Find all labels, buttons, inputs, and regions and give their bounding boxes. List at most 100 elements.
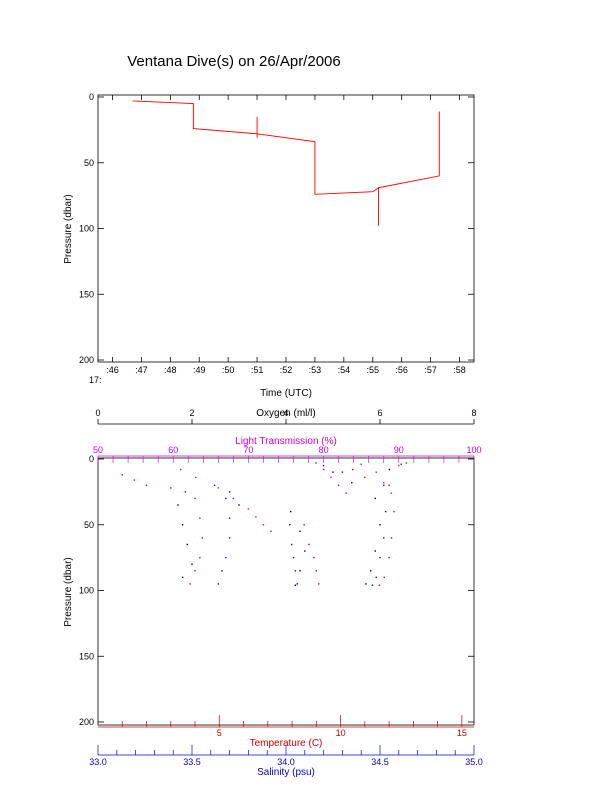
oxygen-point	[388, 468, 391, 471]
oxygen-point	[238, 504, 240, 506]
temperature-point	[393, 510, 395, 513]
top-x-tick-label: :53	[309, 365, 322, 375]
light-transmission-tick-label: 90	[394, 445, 404, 455]
light-transmission-point	[180, 468, 182, 471]
light-transmission-point	[315, 462, 317, 464]
salinity-point	[383, 484, 385, 486]
light-transmission-point	[232, 497, 235, 500]
light-transmission-point	[217, 487, 220, 489]
top-x-tick-label: :49	[193, 365, 206, 375]
salinity-point	[228, 537, 231, 539]
bottom-y-tick-label: 100	[79, 586, 94, 596]
bottom-y-axis-label: Pressure (dbar)	[63, 557, 74, 626]
oxygen-point	[379, 524, 381, 526]
light-transmission-point	[390, 492, 392, 494]
salinity-tick-label: 35.0	[465, 757, 483, 767]
temperature-point	[388, 556, 390, 559]
temperature-point	[315, 570, 318, 572]
salinity-point	[379, 556, 381, 559]
oxygen-tick-label: 4	[283, 408, 288, 418]
salinity-tick-label: 34.0	[277, 757, 295, 767]
chart-title: Ventana Dive(s) on 26/Apr/2006	[127, 53, 340, 70]
light-transmission-point	[262, 524, 265, 526]
salinity-point	[217, 583, 220, 585]
salinity-point	[384, 510, 387, 513]
light-transmission-point	[247, 508, 250, 510]
light-transmission-tick-label: 100	[466, 445, 481, 455]
salinity-point	[289, 524, 291, 526]
oxygen-point	[351, 481, 353, 484]
bottom-y-tick-label: 50	[84, 520, 94, 530]
light-transmission-point	[375, 471, 377, 473]
temperature-point	[133, 479, 136, 481]
salinity-point	[341, 471, 344, 473]
top-x-hour-label: 17:	[89, 375, 102, 385]
bottom-y-tick-label: 150	[79, 651, 94, 661]
oxygen-point	[304, 550, 306, 552]
temperature-point	[189, 583, 191, 585]
oxygen-point	[181, 576, 184, 579]
salinity-point	[292, 556, 295, 559]
light-transmission-point	[337, 484, 340, 486]
light-transmission-point	[270, 530, 272, 533]
temperature-point	[318, 583, 320, 585]
salinity-tick-label: 34.5	[371, 757, 389, 767]
salinity-point	[296, 583, 298, 585]
oxygen-tick-label: 8	[471, 408, 476, 418]
top-y-tick-label: 100	[79, 224, 94, 234]
oxygen-point	[290, 510, 292, 513]
top-y-axis-label: Pressure (dbar)	[63, 194, 74, 263]
top-x-tick-label: :56	[395, 365, 408, 375]
oxygen-point	[374, 550, 376, 552]
salinity-point	[383, 537, 385, 539]
salinity-tick-label: 33.0	[89, 757, 107, 767]
salinity-axis-label: Salinity (psu)	[257, 767, 315, 778]
oxygen-point	[374, 497, 376, 500]
top-y-tick-label: 150	[79, 289, 94, 299]
pressure-trace-line	[132, 100, 440, 195]
salinity-point	[371, 584, 374, 586]
salinity-point	[221, 570, 223, 572]
light-transmission-tick-label: 70	[243, 445, 253, 455]
oxygen-point	[191, 563, 193, 565]
light-transmission-axis-label: Light Transmission (%)	[235, 436, 337, 447]
light-transmission-tick-label: 80	[319, 445, 329, 455]
temperature-axis-label: Temperature (C)	[250, 738, 323, 749]
pressure-time-chart: :46:47:48:49:50:51:52:53:54:55:56:57:58 …	[63, 92, 475, 399]
salinity-point	[294, 570, 297, 572]
temperature-point	[145, 484, 148, 486]
salinity-point	[213, 484, 216, 486]
salinity-point	[375, 576, 377, 579]
temperature-point	[201, 537, 204, 539]
temperature-point	[194, 570, 196, 572]
salinity-point	[290, 543, 293, 546]
profile-points	[121, 462, 408, 586]
temperature-tick-label: 5	[217, 728, 222, 738]
oxygen-point	[365, 583, 367, 585]
light-transmission-point	[360, 463, 362, 465]
oxygen-point	[181, 524, 184, 526]
oxygen-point	[332, 471, 334, 473]
temperature-point	[390, 537, 393, 539]
light-transmission-point	[345, 492, 347, 494]
temperature-point	[184, 491, 187, 493]
temperature-point	[308, 543, 310, 546]
salinity-point	[225, 556, 227, 559]
temperature-point	[383, 576, 385, 579]
top-x-axis: :46:47:48:49:50:51:52:53:54:55:56:57:58	[106, 95, 466, 375]
top-x-axis-label: Time (UTC)	[260, 388, 312, 399]
oxygen-tick-label: 0	[95, 408, 100, 418]
oxygen-tick-label: 2	[189, 408, 194, 418]
top-x-tick-label: :55	[367, 365, 380, 375]
temperature-point	[400, 463, 402, 465]
bottom-axes: 0 2 4 6 8 50 60 70 80 90 100 5 10 15 33.0 33.5 34.0 34.5 3…	[89, 408, 483, 767]
temperature-point	[199, 556, 201, 559]
light-transmission-point	[405, 462, 408, 464]
temperature-point	[170, 487, 172, 489]
profile-chart: 0 2 4 6 8 50 60 70 80 90 100 5 10 15 33.0 33.5 34.0 34.5 3…	[63, 408, 483, 778]
light-transmission-point	[383, 481, 385, 484]
bottom-plot-frame	[97, 457, 475, 726]
oxygen-point	[299, 530, 301, 533]
light-transmission-point	[330, 476, 332, 479]
